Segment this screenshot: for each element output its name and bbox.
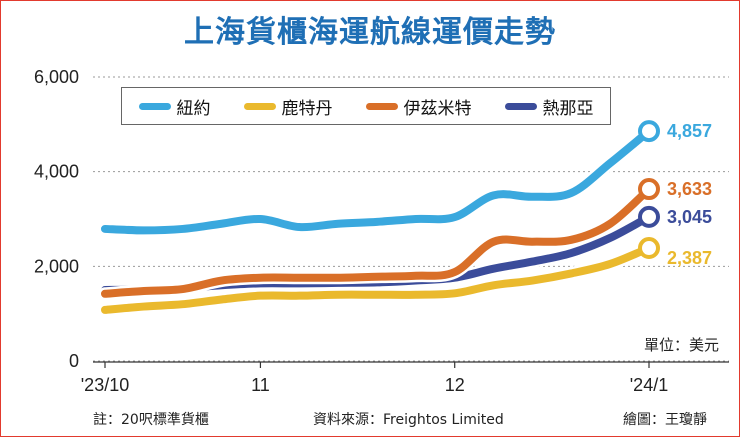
legend-swatch-new-york [138, 102, 171, 110]
x-tick-label: 11 [251, 375, 270, 395]
unit-label: 單位：美元 [643, 336, 719, 354]
series-end-marker-3 [638, 205, 660, 228]
series-end-marker-1 [638, 237, 660, 260]
chart-title: 上海貨櫃海運航線運價走勢 [184, 15, 556, 50]
series-line-outline [98, 124, 656, 237]
series-end-marker-2 [638, 178, 660, 201]
source-note: 資料來源：Freightos Limited [313, 412, 504, 428]
legend: 紐約 鹿特丹 伊茲米特 熱那亞 [121, 87, 611, 125]
legend-label-genoa: 熱那亞 [542, 98, 594, 119]
series-line-2 [101, 185, 653, 298]
legend-label-new-york: 紐約 [176, 98, 211, 119]
y-tick-label: 0 [69, 351, 79, 371]
footnote: 註：20呎標準貨櫃 [93, 412, 209, 428]
legend-label-rotterdam: 鹿特丹 [281, 98, 333, 119]
series-end-label-3: 3,045 [667, 207, 712, 227]
legend-swatch-rotterdam [243, 102, 276, 110]
x-tick-label: '23/10 [81, 375, 129, 395]
legend-swatch-genoa [504, 102, 537, 110]
y-tick-label: 6,000 [34, 67, 79, 87]
series-line-0 [101, 127, 653, 235]
y-tick-label: 2,000 [34, 256, 79, 276]
legend-item-genoa: 熱那亞 [504, 94, 594, 119]
legend-swatch-izmit [365, 102, 398, 110]
legend-label-izmit: 伊茲米特 [403, 98, 472, 119]
legend-item-new-york: 紐約 [138, 94, 211, 119]
series-end-label-1: 2,387 [667, 248, 712, 268]
series-line-1 [101, 244, 653, 314]
series-end-label-2: 3,633 [667, 179, 712, 199]
legend-item-rotterdam: 鹿特丹 [243, 94, 333, 119]
x-tick-label: '24/1 [630, 375, 668, 395]
series-end-marker-0 [638, 120, 660, 143]
credit-note: 繪圖：王瓊靜 [623, 412, 707, 428]
y-tick-label: 4,000 [34, 162, 79, 182]
series-end-label-0: 4,857 [667, 121, 712, 141]
legend-item-izmit: 伊茲米特 [365, 94, 472, 119]
x-tick-label: 12 [445, 375, 465, 395]
